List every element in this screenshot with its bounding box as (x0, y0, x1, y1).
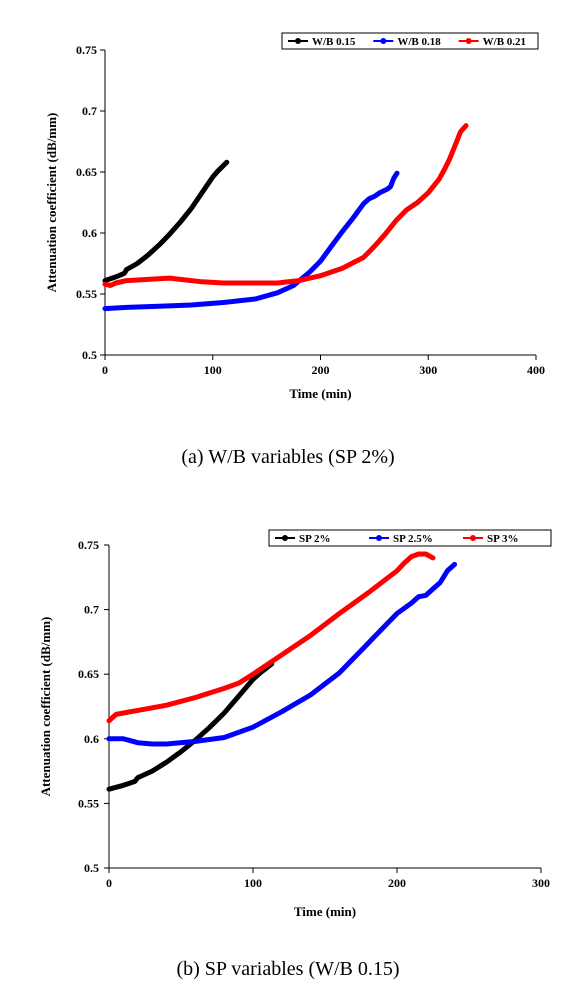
y-tick-label: 0.6 (84, 732, 99, 746)
series-line-sp-2-5- (106, 561, 458, 747)
y-tick-label: 0.55 (78, 796, 99, 810)
legend-label: W/B 0.18 (397, 36, 441, 48)
y-tick-label: 0.75 (76, 43, 97, 57)
chart-wb-variables: 0.5 0.55 0.6 0.65 0.7 0.75 0 100 200 300 400 Time (… (44, 32, 545, 468)
legend-marker (295, 38, 301, 44)
x-tick-label: 0 (106, 876, 112, 890)
y-tick-label: 0.55 (76, 287, 97, 301)
legend-marker (376, 535, 382, 541)
x-axis-title: Time (min) (289, 386, 351, 401)
x-tick-label: 200 (312, 363, 330, 377)
legend-box (268, 529, 552, 547)
legend-label: W/B 0.21 (483, 36, 526, 48)
y-axis-title: Attenuation coefficient (dB/mm) (44, 113, 59, 293)
y-tick-label: 0.6 (82, 226, 97, 240)
legend-marker (282, 535, 288, 541)
legend-label: SP 3% (487, 533, 518, 545)
legend-label: SP 2.5% (393, 533, 433, 545)
y-tick-label: 0.65 (76, 165, 97, 179)
series-line-w-b-0-18 (102, 170, 400, 312)
x-tick-label: 0 (102, 363, 108, 377)
x-axis-title: Time (min) (294, 904, 356, 919)
figure-caption: (a) W/B variables (SP 2%) (181, 446, 394, 468)
y-tick-label: 0.7 (82, 104, 97, 118)
y-tick-label: 0.75 (78, 538, 99, 552)
legend-marker (380, 38, 387, 44)
y-axis-title: Attenuation coefficient (dB/mm) (38, 617, 53, 797)
legend-label: SP 2% (299, 533, 330, 545)
series-line-w-b-0-15 (102, 159, 230, 284)
series-line-sp-3- (106, 551, 436, 724)
y-tick-label: 0.65 (78, 667, 99, 681)
series-line-w-b-0-21 (102, 123, 469, 288)
legend-box (281, 32, 539, 50)
x-tick-label: 200 (388, 876, 406, 890)
legend-label: W/B 0.15 (312, 36, 356, 48)
x-tick-label: 400 (527, 363, 545, 377)
legend-marker (465, 38, 472, 44)
y-tick-label: 0.5 (82, 348, 97, 362)
legend-marker (470, 535, 476, 541)
chart-sp-variables: 0.5 0.55 0.6 0.65 0.7 0.75 0 100 200 300 Time (min… (38, 529, 552, 980)
x-tick-label: 100 (204, 363, 222, 377)
x-tick-label: 300 (532, 876, 550, 890)
figure-caption: (b) SP variables (W/B 0.15) (176, 958, 399, 980)
series-line-sp-2- (106, 661, 275, 792)
x-tick-label: 100 (244, 876, 262, 890)
x-tick-label: 300 (419, 363, 437, 377)
y-tick-label: 0.5 (84, 861, 99, 875)
y-tick-label: 0.7 (84, 603, 99, 617)
